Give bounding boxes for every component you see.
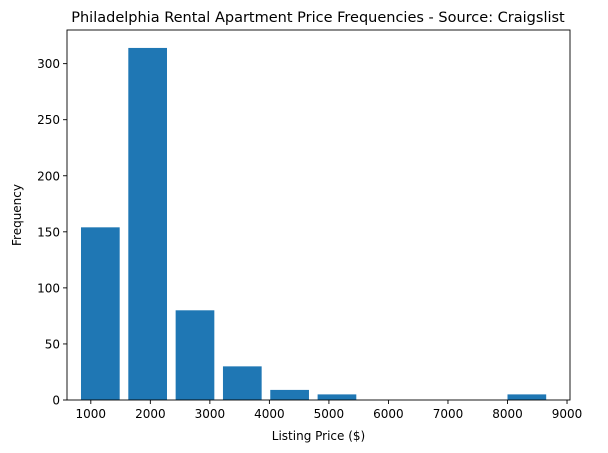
x-tick-label: 2000 bbox=[135, 407, 166, 421]
x-tick-label: 8000 bbox=[492, 407, 523, 421]
x-tick-label: 3000 bbox=[195, 407, 226, 421]
x-tick-label: 7000 bbox=[433, 407, 464, 421]
bar-1 bbox=[128, 47, 167, 400]
y-axis-ticks: 0 50 100 150 200 250 300 bbox=[37, 57, 67, 408]
y-axis-label: Frequency bbox=[10, 184, 24, 246]
bar-4 bbox=[270, 389, 309, 400]
x-axis-ticks: 1000 2000 3000 4000 5000 6000 7000 8000 9000 bbox=[76, 400, 583, 421]
x-tick-label: 5000 bbox=[314, 407, 345, 421]
bar-2 bbox=[175, 310, 215, 400]
plot-frame bbox=[66, 29, 571, 401]
y-tick-label: 50 bbox=[45, 337, 60, 351]
y-tick-label: 100 bbox=[37, 281, 60, 295]
x-tick-label: 9000 bbox=[552, 407, 583, 421]
y-tick-label: 150 bbox=[37, 225, 60, 239]
y-tick-label: 200 bbox=[37, 169, 60, 183]
y-tick-label: 250 bbox=[37, 113, 60, 127]
chart-title: Philadelphia Rental Apartment Price Freq… bbox=[71, 10, 565, 26]
x-tick-label: 4000 bbox=[254, 407, 285, 421]
bar-6 bbox=[507, 394, 547, 400]
x-axis-label: Listing Price ($) bbox=[272, 429, 365, 443]
x-tick-label: 1000 bbox=[76, 407, 107, 421]
bar-3 bbox=[222, 366, 262, 400]
y-tick-label: 300 bbox=[37, 57, 60, 71]
bars-group bbox=[80, 47, 547, 400]
bar-0 bbox=[80, 227, 120, 400]
y-tick-label: 0 bbox=[52, 394, 60, 408]
x-tick-label: 6000 bbox=[373, 407, 404, 421]
bar-5 bbox=[317, 394, 357, 400]
